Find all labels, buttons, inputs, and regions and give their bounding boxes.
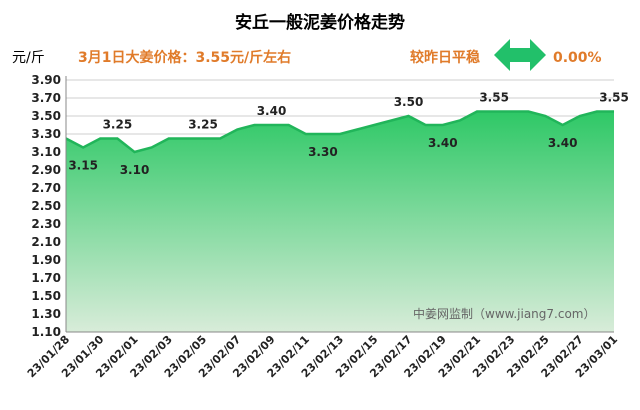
x-axis-ticks: 23/01/2823/01/3023/02/0123/02/0323/02/05…: [25, 333, 620, 381]
y-tick-label: 1.70: [31, 271, 61, 285]
data-label: 3.55: [479, 91, 509, 105]
y-tick-label: 2.90: [31, 163, 61, 177]
double-arrow-icon: [494, 39, 546, 71]
y-tick-label: 3.10: [31, 145, 61, 159]
y-tick-label: 2.30: [31, 217, 61, 231]
axes: [65, 76, 614, 333]
y-tick-label: 3.70: [31, 91, 61, 105]
area-series: [65, 110, 615, 332]
data-label: 3.10: [120, 163, 150, 177]
data-labels: 3.15 3.25 3.10 3.25 3.40 3.30 3.50 3.40 3.55 3.40…: [68, 91, 628, 178]
area-fill: [66, 111, 614, 332]
y-axis-unit: 元/斤: [12, 50, 45, 66]
price-info-text: 3月1日大姜价格：3.55元/斤左右: [78, 49, 291, 66]
y-tick-label: 1.90: [31, 253, 61, 267]
chart-title: 安丘一般泥姜价格走势: [235, 12, 405, 33]
watermark: 中姜网监制（www.jiang7.com）: [413, 306, 595, 321]
y-tick-label: 2.70: [31, 181, 61, 195]
data-label: 3.30: [308, 145, 338, 159]
compare-value: 0.00%: [553, 50, 602, 66]
y-axis-ticks: 1.10 1.30 1.50 1.70 1.90 2.10 2.30 2.50 2.70 2.90…: [31, 73, 61, 339]
y-tick-label: 3.90: [31, 73, 61, 87]
data-label: 3.15: [68, 159, 98, 173]
y-tick-label: 2.10: [31, 235, 61, 249]
y-tick-label: 1.30: [31, 307, 61, 321]
y-tick-label: 2.50: [31, 199, 61, 213]
data-label: 3.40: [257, 104, 287, 118]
data-label: 3.50: [394, 95, 424, 109]
data-label: 3.55: [599, 91, 629, 105]
data-label: 3.40: [548, 136, 578, 150]
data-label: 3.40: [428, 136, 458, 150]
y-tick-label: 1.50: [31, 289, 61, 303]
data-label: 3.25: [103, 118, 133, 132]
y-tick-label: 3.50: [31, 109, 61, 123]
data-label: 3.25: [188, 118, 218, 132]
y-tick-label: 3.30: [31, 127, 61, 141]
compare-label: 较昨日平稳: [410, 49, 480, 66]
y-tick-label: 1.10: [31, 325, 61, 339]
